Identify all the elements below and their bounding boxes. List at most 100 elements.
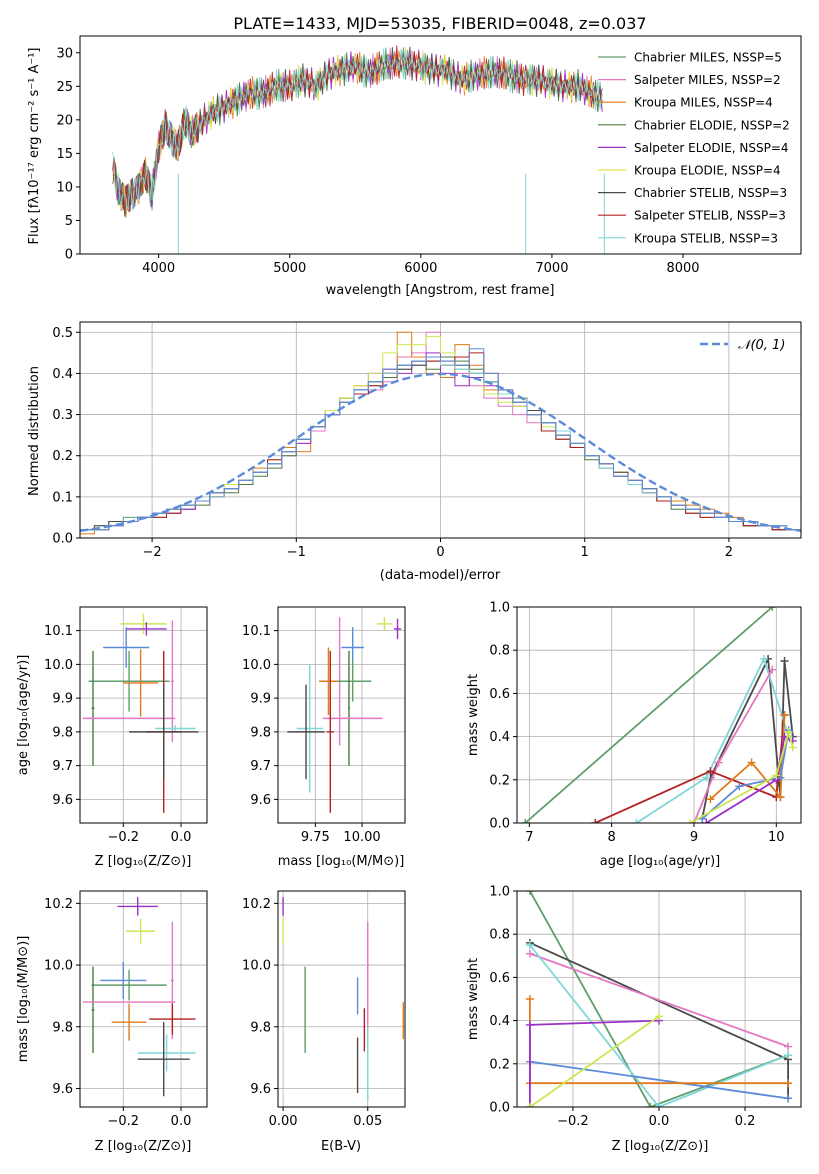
y-tick-label: 30: [56, 46, 73, 61]
weight-marker: [525, 1020, 534, 1029]
x-tick-label: −1: [287, 545, 306, 560]
weight-line: [529, 952, 789, 1048]
weight-marker: [646, 1103, 655, 1107]
x-tick-label: 9.75: [301, 830, 330, 845]
y-tick-label: 0.8: [489, 928, 510, 943]
x-tick-label: −0.2: [557, 1114, 589, 1129]
weight-vs-z-axes: −0.2 0.0 0.2 0.0 0.2 0.4 0.6 0.8 1.0: [489, 885, 801, 1129]
weight-line: [689, 728, 794, 823]
weight-vs-z-grid: [517, 890, 801, 1108]
age-z-xlabel: Z [log₁₀(Z/Z⊙)]: [95, 854, 192, 869]
x-tick-label: 0.0: [171, 1114, 192, 1129]
legend-label: Salpeter ELODIE, NSSP=4: [634, 141, 789, 155]
age-vs-mass-plot-area: [287, 617, 402, 813]
weight-marker: [591, 819, 600, 823]
x-tick-label: 5000: [273, 261, 306, 276]
y-tick-label: 10.1: [44, 624, 73, 639]
residuals-plot-area: [80, 331, 801, 538]
x-tick-label: −0.2: [108, 1114, 140, 1129]
y-tick-label: 0.1: [52, 490, 73, 505]
weight-marker: [706, 767, 715, 776]
x-tick-label: 9: [690, 830, 698, 845]
weight-marker: [768, 607, 777, 611]
weight-marker: [768, 665, 777, 674]
x-tick-label: 0.05: [353, 1114, 382, 1129]
spectrum-xlabel: wavelength [Angstrom, rest frame]: [326, 283, 555, 298]
x-tick-label: 0.2: [735, 1114, 756, 1129]
mass-z-ylabel: mass [log₁₀(M/M⊙)]: [16, 936, 31, 1063]
age-vs-mass-grid: [278, 607, 405, 823]
y-tick-label: 1.0: [489, 885, 510, 900]
y-tick-label: 9.6: [250, 1082, 271, 1097]
weight-line: [701, 729, 790, 820]
age-vs-mass-axes: 9.75 10.00 9.6 9.7 9.8 9.9 10.0 10.1: [242, 607, 405, 845]
age-vs-z-plot-area: [82, 613, 199, 813]
legend-label: Chabrier ELODIE, NSSP=2: [634, 118, 790, 132]
y-tick-label: 0.4: [489, 1014, 510, 1029]
weight-marker: [685, 819, 694, 823]
y-tick-label: 9.9: [250, 692, 271, 707]
y-tick-label: 10.0: [242, 959, 271, 974]
weight-vs-age-frame: [516, 606, 802, 824]
weight-line: [529, 944, 789, 1107]
residuals-xlabel: (data-model)/error: [380, 568, 501, 583]
y-tick-label: 0.6: [489, 687, 510, 702]
weight-marker: [655, 1012, 663, 1021]
spectrum-axes: 4000 5000 6000 7000 8000 0 5 10 15 20 25 30: [56, 45, 700, 276]
weight-marker: [714, 758, 723, 767]
age-z-ylabel: age [log₁₀(age/yr)]: [16, 655, 31, 776]
y-tick-label: 9.7: [52, 759, 73, 774]
x-tick-label: 8000: [666, 261, 699, 276]
residuals-axes: −2 −1 0 1 2 0.0 0.1 0.2 0.3 0.4 0.5: [52, 322, 801, 560]
legend-label: Kroupa STELIB, NSSP=3: [634, 231, 778, 245]
weight-marker: [706, 795, 715, 804]
spectrum-series-line: [112, 48, 603, 211]
y-tick-label: 9.9: [52, 692, 73, 707]
weight-vs-age-plot-area: [521, 607, 797, 823]
legend-label: Salpeter STELIB, NSSP=3: [634, 209, 786, 223]
weight-marker: [747, 758, 756, 767]
y-tick-label: 0: [65, 248, 73, 263]
weight-marker: [525, 995, 534, 1003]
y-tick-label: 25: [56, 80, 73, 95]
y-tick-label: 10: [56, 180, 73, 195]
weight-marker: [655, 1103, 663, 1107]
weight-marker: [735, 782, 744, 791]
weight-marker: [525, 1103, 534, 1107]
weight-marker: [632, 819, 641, 823]
spectrum-plot-area: [112, 45, 605, 254]
x-tick-label: 6000: [404, 261, 437, 276]
x-tick-label: 1: [581, 545, 589, 560]
weight-marker: [776, 793, 785, 802]
legend-label: Kroupa ELODIE, NSSP=4: [634, 164, 781, 178]
y-tick-label: 10.2: [242, 897, 271, 912]
weight-marker: [702, 773, 711, 782]
x-tick-label: 10.00: [343, 830, 380, 845]
y-tick-label: 9.6: [250, 793, 271, 808]
y-tick-label: 20: [56, 113, 73, 128]
weight-line: [529, 1060, 789, 1100]
spectrum-ylabel: Flux [fλ10⁻¹⁷ erg cm⁻² s⁻¹ A⁻¹]: [27, 48, 42, 245]
x-tick-label: 0.0: [649, 1114, 670, 1129]
y-tick-label: 0.4: [489, 730, 510, 745]
x-tick-label: 7000: [535, 261, 568, 276]
legend-label: Chabrier STELIB, NSSP=3: [634, 186, 787, 200]
age-vs-z-axes: −0.2 0.0 9.6 9.7 9.8 9.9 10.0 10.1: [44, 607, 207, 845]
y-tick-label: 0.8: [489, 644, 510, 659]
y-tick-label: 10.0: [44, 658, 73, 673]
y-tick-label: 9.8: [52, 725, 73, 740]
mass-vs-z-plot-area: [82, 897, 196, 1097]
weight-marker: [525, 891, 534, 895]
residuals-ylabel: Normed distribution: [27, 366, 42, 496]
mass-vs-z-axes: −0.2 0.0 9.6 9.8 10.0 10.2: [44, 891, 207, 1129]
weight-marker: [525, 941, 534, 949]
weight-vs-z-frame: [516, 890, 802, 1108]
weight-vs-z-plot-area: [525, 891, 793, 1107]
x-tick-label: −0.2: [108, 830, 140, 845]
y-tick-label: 10.2: [44, 897, 73, 912]
weight-vs-age-axes: 7 8 9 10 0.0 0.2 0.4 0.6 0.8 1.0: [489, 601, 801, 845]
y-tick-label: 9.8: [52, 1020, 73, 1035]
y-tick-label: 0.2: [52, 449, 73, 464]
y-tick-label: 0.2: [489, 1057, 510, 1072]
